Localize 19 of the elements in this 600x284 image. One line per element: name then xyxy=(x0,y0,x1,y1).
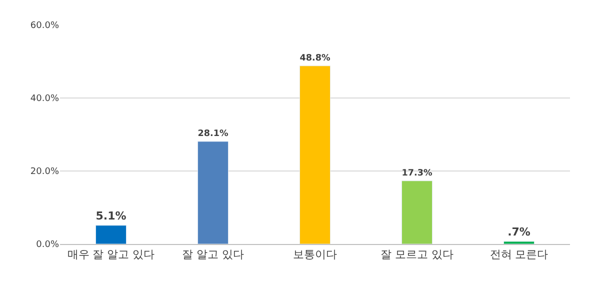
bar xyxy=(503,241,535,244)
x-tick-label: 잘 알고 있다 xyxy=(182,248,244,262)
y-tick-label: 60.0% xyxy=(30,21,60,32)
data-label: 5.1% xyxy=(96,209,126,222)
y-tick-label: 0.0% xyxy=(36,240,60,250)
y-tick-label: 20.0% xyxy=(30,167,60,178)
y-tick-label: 40.0% xyxy=(30,94,60,104)
x-tick-label: 보통이다 xyxy=(293,248,337,262)
bar xyxy=(401,180,433,244)
data-label: 17.3% xyxy=(402,168,432,178)
x-tick-label: 전혀 모른다 xyxy=(490,248,548,262)
data-label: 48.8% xyxy=(300,53,330,64)
bar xyxy=(197,141,229,244)
bar xyxy=(299,66,331,244)
bar xyxy=(95,225,127,244)
data-label: 28.1% xyxy=(198,129,228,140)
x-tick-label: 매우 잘 알고 있다 xyxy=(67,248,155,262)
data-label: .7% xyxy=(508,225,530,238)
x-tick-label: 잘 모르고 있다 xyxy=(380,248,454,262)
